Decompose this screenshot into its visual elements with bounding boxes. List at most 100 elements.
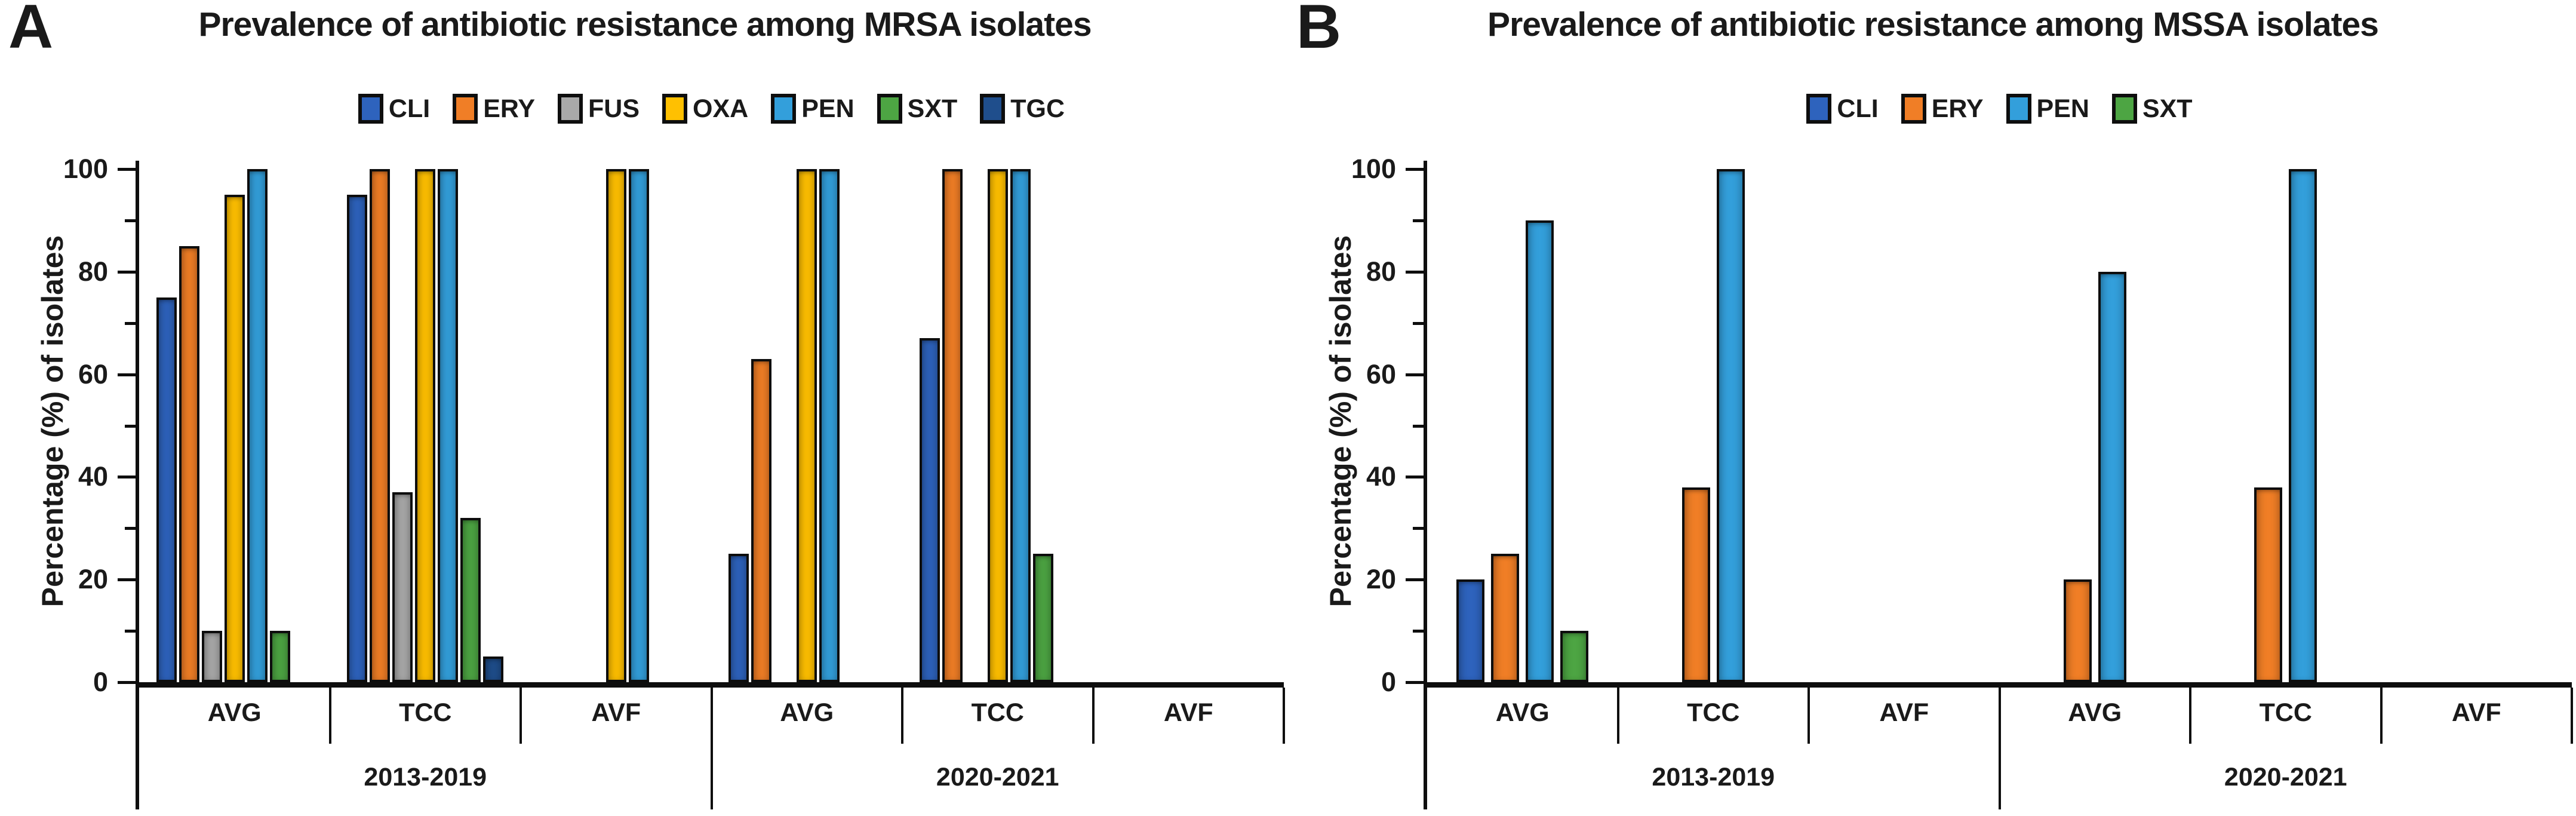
y-major-tick bbox=[1406, 373, 1424, 376]
panel-letter-a: A bbox=[8, 0, 54, 62]
category-separator bbox=[328, 688, 331, 744]
bar-ery-avg-0 bbox=[179, 246, 199, 682]
legend-item-sxt: SXT bbox=[2111, 94, 2193, 124]
year-label-2013-2019: 2013-2019 bbox=[1652, 763, 1775, 792]
bar-ery-tcc-4 bbox=[2254, 487, 2282, 682]
legend-swatch-cli bbox=[358, 94, 383, 124]
legend-swatch-fus bbox=[558, 94, 583, 124]
category-separator bbox=[1807, 688, 1810, 744]
legend-label-ery: ERY bbox=[1931, 94, 1984, 123]
y-major-tick bbox=[118, 270, 136, 274]
y-tick-label: 40 bbox=[78, 461, 108, 492]
bar-cli-avg-0 bbox=[156, 297, 177, 682]
bar-pen-tcc-1 bbox=[1717, 169, 1745, 682]
y-major-tick bbox=[118, 476, 136, 479]
year-label-2020-2021: 2020-2021 bbox=[2224, 763, 2347, 792]
bar-cli-avg-3 bbox=[728, 554, 749, 682]
category-separator bbox=[2380, 688, 2383, 744]
bar-sxt-avg-0 bbox=[270, 631, 290, 682]
category-separator bbox=[2571, 688, 2573, 744]
y-axis bbox=[136, 161, 139, 809]
y-minor-tick bbox=[125, 219, 136, 222]
panel-mrsa: A Prevalence of antibiotic resistance am… bbox=[8, 0, 1285, 809]
category-label-avf-5: AVF bbox=[2451, 698, 2501, 727]
category-label-tcc-4: TCC bbox=[2259, 698, 2312, 727]
bar-ery-tcc-4 bbox=[942, 169, 963, 682]
year-label-2020-2021: 2020-2021 bbox=[936, 763, 1059, 792]
bar-ery-avg-3 bbox=[2064, 579, 2092, 682]
legend-label-sxt: SXT bbox=[2142, 94, 2193, 123]
legend-item-oxa: OXA bbox=[662, 94, 748, 124]
bar-oxa-avg-0 bbox=[225, 195, 245, 682]
category-label-avg-3: AVG bbox=[2068, 698, 2122, 727]
panel-letter-b: B bbox=[1296, 0, 1342, 62]
category-label-avf-2: AVF bbox=[591, 698, 641, 727]
bar-tgc-tcc-1 bbox=[483, 657, 503, 682]
legend-item-ery: ERY bbox=[1901, 94, 1984, 124]
y-tick-label: 40 bbox=[1366, 461, 1396, 492]
bar-oxa-tcc-1 bbox=[415, 169, 435, 682]
plot-area-mrsa: 0 20 40 60 80 100 AVG TCC AVF AVG TCC AVF 2013-2019 2… bbox=[63, 154, 1285, 809]
legend-swatch-oxa bbox=[662, 94, 688, 124]
legend-item-pen: PEN bbox=[2006, 94, 2089, 124]
y-major-tick bbox=[118, 168, 136, 171]
y-minor-tick bbox=[125, 527, 136, 530]
bar-pen-avf-2 bbox=[629, 169, 649, 682]
category-separator bbox=[1616, 688, 1619, 744]
y-major-tick bbox=[1406, 168, 1424, 171]
chart-title-mssa: Prevalence of antibiotic resistance amon… bbox=[1487, 5, 2379, 44]
bar-sxt-tcc-1 bbox=[460, 518, 481, 682]
y-tick-label: 80 bbox=[78, 256, 108, 287]
bar-pen-tcc-4 bbox=[1010, 169, 1031, 682]
y-tick-label: 80 bbox=[1366, 256, 1396, 287]
y-major-tick bbox=[1406, 270, 1424, 274]
legend-swatch-tgc bbox=[980, 94, 1006, 124]
legend-swatch-pen bbox=[771, 94, 797, 124]
category-label-avg-0: AVG bbox=[207, 698, 262, 727]
bar-fus-avg-0 bbox=[202, 631, 222, 682]
x-axis bbox=[1424, 682, 2572, 688]
bar-oxa-avg-3 bbox=[797, 169, 817, 682]
legend-label-cli: CLI bbox=[388, 94, 431, 123]
y-tick-label: 60 bbox=[78, 358, 108, 389]
legend-item-fus: FUS bbox=[558, 94, 640, 124]
category-label-avg-0: AVG bbox=[1495, 698, 1550, 727]
legend-label-sxt: SXT bbox=[907, 94, 958, 123]
year-separator bbox=[1998, 688, 2001, 809]
legend-item-pen: PEN bbox=[771, 94, 854, 124]
category-separator bbox=[901, 688, 903, 744]
y-tick-label: 100 bbox=[63, 154, 108, 184]
y-minor-tick bbox=[1413, 527, 1424, 530]
y-major-tick bbox=[118, 681, 136, 684]
y-minor-tick bbox=[1413, 630, 1424, 633]
y-tick-label: 0 bbox=[93, 667, 108, 697]
legend-item-ery: ERY bbox=[453, 94, 535, 124]
bar-ery-tcc-1 bbox=[1682, 487, 1710, 682]
category-label-tcc-4: TCC bbox=[971, 698, 1024, 727]
y-minor-tick bbox=[1413, 424, 1424, 428]
bar-cli-tcc-1 bbox=[347, 195, 367, 682]
legend-swatch-sxt bbox=[877, 94, 902, 124]
legend-mssa: CLI ERY PEN SXT bbox=[1427, 91, 2572, 127]
category-separator bbox=[519, 688, 522, 744]
bar-sxt-tcc-4 bbox=[1033, 554, 1053, 682]
plot-area-mssa: 0 20 40 60 80 100 AVG TCC AVF AVG TCC AVF 2013-2019 2… bbox=[1288, 0, 2576, 816]
bar-pen-avg-0 bbox=[1526, 220, 1554, 682]
category-separator bbox=[2189, 688, 2191, 744]
category-label-tcc-1: TCC bbox=[399, 698, 452, 727]
bar-pen-avg-3 bbox=[819, 169, 840, 682]
bar-ery-avg-0 bbox=[1491, 554, 1519, 682]
y-tick-label: 60 bbox=[1366, 358, 1396, 389]
y-major-tick bbox=[118, 578, 136, 582]
legend-item-tgc: TGC bbox=[980, 94, 1065, 124]
chart-title-mrsa: Prevalence of antibiotic resistance amon… bbox=[198, 5, 1092, 44]
legend-label-ery: ERY bbox=[483, 94, 536, 123]
y-minor-tick bbox=[1413, 321, 1424, 325]
bar-pen-avg-0 bbox=[247, 169, 268, 682]
y-major-tick bbox=[1406, 578, 1424, 582]
category-separator bbox=[1092, 688, 1095, 744]
category-label-tcc-1: TCC bbox=[1687, 698, 1740, 727]
legend-swatch-ery bbox=[1901, 94, 1926, 124]
legend-label-fus: FUS bbox=[588, 94, 640, 123]
category-label-avg-3: AVG bbox=[780, 698, 834, 727]
